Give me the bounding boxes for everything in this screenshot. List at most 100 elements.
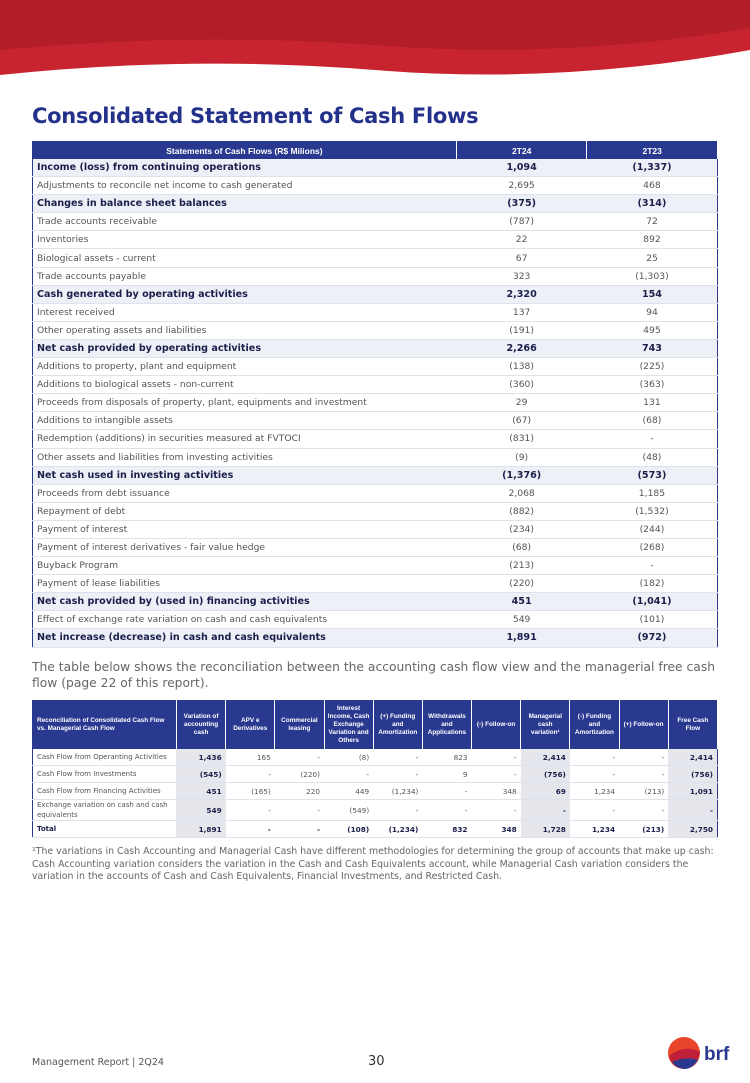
page-number: 30	[368, 1054, 385, 1069]
value-cell: (68)	[586, 411, 718, 431]
table-row: Additions to intangible assets (67) (68)	[32, 411, 718, 431]
table-row: Cash Flow from Investments (545) - (220) - -9…	[32, 765, 718, 783]
value-cell: -	[274, 799, 324, 821]
header-cell: APV e Derivatives	[225, 700, 276, 749]
table-row: Other operating assets and liabilities (1…	[32, 321, 718, 340]
value-cell: (268)	[586, 538, 718, 558]
value-cell: 348	[471, 820, 521, 838]
value-cell: 1,185	[586, 484, 718, 503]
row-label: Proceeds from disposals of property, pla…	[32, 393, 457, 413]
value-cell: (244)	[586, 520, 718, 539]
header-cell: Variation of accounting cash	[176, 700, 227, 749]
row-label: Cash generated by operating activities	[32, 285, 457, 304]
value-cell: 2,414	[520, 749, 570, 766]
row-label: Proceeds from debt issuance	[32, 484, 457, 503]
value-cell: 25	[586, 248, 718, 268]
row-label: Trade accounts payable	[32, 267, 457, 286]
value-cell: 29	[456, 393, 587, 413]
row-label: Changes in balance sheet balances	[32, 194, 457, 214]
value-cell: 69	[520, 782, 570, 800]
row-label: Redemption (additions) in securities mea…	[32, 429, 457, 449]
table-row: Payment of interest derivatives - fair v…	[32, 538, 718, 558]
row-label: Payment of lease liabilities	[32, 574, 457, 594]
value-cell: (545)	[176, 765, 226, 783]
footnote: ¹The variations in Cash Accounting and M…	[32, 846, 714, 882]
value-cell: -	[619, 799, 669, 821]
logo: brf	[668, 1037, 730, 1069]
header-banner	[0, 0, 750, 75]
value-cell: -	[422, 799, 472, 821]
row-label: Biological assets - current	[32, 248, 457, 268]
value-cell: -	[422, 782, 472, 800]
value-cell: (165)	[225, 782, 275, 800]
value-cell: (787)	[456, 212, 587, 232]
value-cell: 9	[422, 765, 472, 783]
value-cell: (1,337)	[586, 159, 718, 178]
table-row: Changes in balance sheet balances (375) (3…	[32, 194, 718, 214]
table-row: Inventories 22 892	[32, 230, 718, 250]
header-cell: Reconciliation of Consolidated Cash Flow…	[32, 700, 177, 749]
cash-flow-table: Statements of Cash Flows (R$ Milions) 2T2…	[32, 141, 718, 648]
value-cell: 323	[456, 267, 587, 286]
row-label: Cash Flow from Financing Activities	[32, 782, 177, 800]
row-label: Interest received	[32, 303, 457, 322]
table-row: Exchange variation on cash and cash equi…	[32, 799, 718, 821]
value-cell: 2,750	[668, 820, 718, 838]
value-cell: (68)	[456, 538, 587, 558]
row-label: Additions to biological assets - non-cur…	[32, 375, 457, 395]
header-cell: (+) Follow-on	[619, 700, 669, 749]
value-cell: 495	[586, 321, 718, 340]
value-cell: (48)	[586, 448, 718, 467]
table-row: Cash generated by operating activities 2,…	[32, 285, 718, 304]
value-cell: 2,320	[456, 285, 587, 304]
value-cell: 137	[456, 303, 587, 322]
value-cell: -	[619, 765, 669, 783]
header-cell: Managerial cash variation¹	[520, 700, 571, 749]
value-cell: (191)	[456, 321, 587, 340]
page-title: Consolidated Statement of Cash Flows	[32, 104, 479, 128]
table-row: Redemption (additions) in securities mea…	[32, 429, 718, 449]
table-row: Buyback Program (213) -	[32, 556, 718, 576]
value-cell: 2,414	[668, 749, 718, 766]
value-cell: (375)	[456, 194, 587, 214]
footer-text: Management Report | 2Q24	[32, 1057, 164, 1068]
value-cell: 72	[586, 212, 718, 232]
table-row: Cash Flow from Operanting Activities 1,43…	[32, 749, 718, 766]
value-cell: -	[569, 749, 620, 766]
table-row: Repayment of debt (882) (1,532)	[32, 502, 718, 521]
row-label: Inventories	[32, 230, 457, 250]
value-cell: (213)	[619, 820, 669, 838]
value-cell: (549)	[324, 799, 374, 821]
value-cell: 1,234	[569, 820, 620, 838]
value-cell: -	[668, 799, 718, 821]
header-cell: (+) Funding and Amortization	[373, 700, 423, 749]
table-row: Net cash used in investing activities (1,…	[32, 466, 718, 485]
table-row: Total 1,891- - (108) (1,234) 832 348 1,728 1,234…	[32, 820, 718, 838]
value-cell: 154	[586, 285, 718, 304]
value-cell: 1,436	[176, 749, 226, 766]
row-label: Adjustments to reconcile net income to c…	[32, 176, 457, 196]
value-cell: 2,266	[456, 339, 587, 359]
table-row: Biological assets - current 67 25	[32, 248, 718, 268]
value-cell: 94	[586, 303, 718, 322]
intro-text: The table below shows the reconciliation…	[32, 660, 716, 690]
row-label: Exchange variation on cash and cash equi…	[32, 799, 177, 821]
value-cell: 743	[586, 339, 718, 359]
row-label: Net cash provided by (used in) financing…	[32, 592, 457, 612]
row-label: Other assets and liabilities from invest…	[32, 448, 457, 467]
value-cell: 823	[422, 749, 472, 766]
value-cell: -	[569, 799, 620, 821]
table-row: Net cash provided by operating activitie…	[32, 339, 718, 359]
value-cell: (363)	[586, 375, 718, 395]
value-cell: -	[471, 749, 521, 766]
value-cell: -	[225, 820, 275, 838]
row-label: Effect of exchange rate variation on cas…	[32, 610, 457, 630]
value-cell: (756)	[520, 765, 570, 783]
value-cell: 2,695	[456, 176, 587, 196]
table-row: Proceeds from debt issuance 2,068 1,185	[32, 484, 718, 503]
value-cell: 832	[422, 820, 472, 838]
value-cell: (234)	[456, 520, 587, 539]
logo-text: brf	[704, 1044, 730, 1065]
row-label: Payment of interest	[32, 520, 457, 539]
row-label: Other operating assets and liabilities	[32, 321, 457, 340]
